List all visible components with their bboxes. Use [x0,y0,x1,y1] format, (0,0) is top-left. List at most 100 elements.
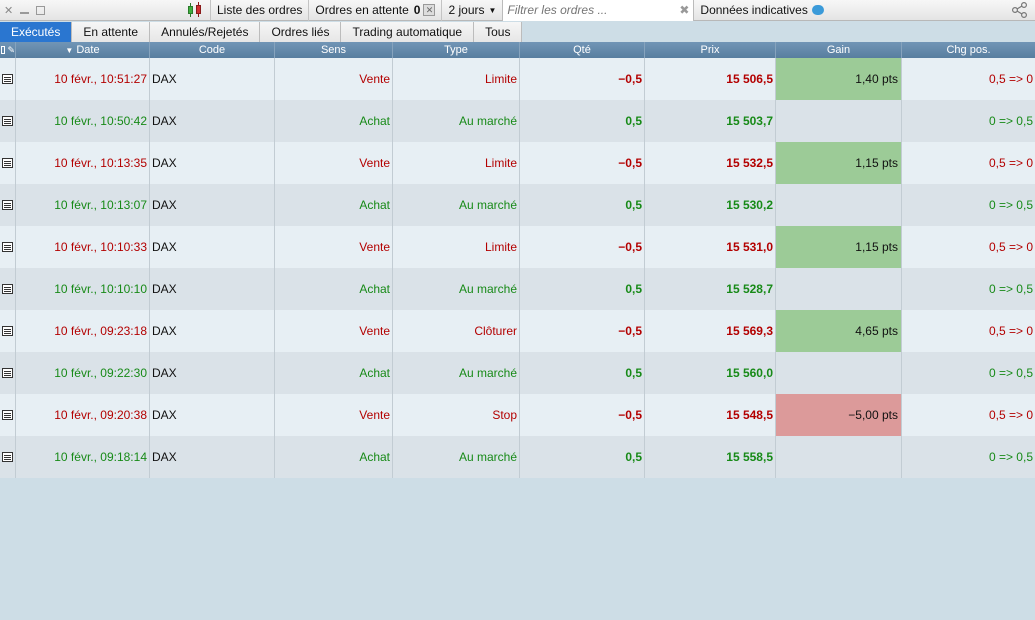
cell-qty: 0,5 [520,268,645,310]
row-details-icon-cell[interactable] [0,226,16,268]
cell-code: DAX [150,394,275,436]
chevron-down-icon: ▼ [488,5,497,15]
cell-gain: 1,15 pts [776,226,902,268]
table-row[interactable]: 10 févr., 10:51:27 DAX Vente Limite −0,5 15 5… [0,58,1035,100]
row-details-icon-cell[interactable] [0,268,16,310]
cell-date: 10 févr., 09:23:18 [16,310,150,352]
filter-input[interactable] [507,3,676,17]
cell-gain [776,100,902,142]
table-row[interactable]: 10 févr., 10:10:10 DAX Achat Au marché 0,5 15… [0,268,1035,310]
pending-orders-button[interactable]: Ordres en attente 0 ✕ [309,0,441,21]
clear-filter-icon[interactable]: ✖ [679,3,690,17]
close-icon[interactable]: ✕ [4,4,14,17]
order-details-icon[interactable] [2,116,13,126]
cell-type: Au marché [393,100,520,142]
cancel-all-icon[interactable]: ✕ [423,4,436,16]
orders-list-button[interactable]: Liste des ordres [211,0,308,21]
tab-all[interactable]: Tous [474,22,523,42]
window-controls: ✕ [0,0,210,21]
cell-gain [776,268,902,310]
column-header-price[interactable]: Prix [645,42,776,58]
cell-date: 10 févr., 09:22:30 [16,352,150,394]
row-details-icon-cell[interactable] [0,310,16,352]
window-toolbar: ✕ Liste des ordres Ordres en attente 0 ✕… [0,0,1035,21]
order-details-icon[interactable] [2,200,13,210]
cell-type: Au marché [393,184,520,226]
order-details-icon[interactable] [2,326,13,336]
cell-price: 15 528,7 [645,268,776,310]
column-header-type[interactable]: Type [393,42,520,58]
cell-position: 0,5 => 0 [988,240,1033,254]
cell-code: DAX [150,184,275,226]
order-details-icon[interactable] [2,410,13,420]
order-details-icon[interactable] [2,158,13,168]
cell-date: 10 févr., 10:50:42 [16,100,150,142]
cell-sens: Achat [275,100,393,142]
order-details-icon[interactable] [2,242,13,252]
orders-table-body: 10 févr., 10:51:27 DAX Vente Limite −0,5 15 5… [0,58,1035,478]
row-details-icon-cell[interactable] [0,394,16,436]
row-details-icon-cell[interactable] [0,58,16,100]
cell-gain [776,184,902,226]
table-row[interactable]: 10 févr., 10:50:42 DAX Achat Au marché 0,5 15… [0,100,1035,142]
column-header-date[interactable]: ▼ Date [16,42,150,58]
tab-pending[interactable]: En attente [72,22,151,42]
table-header: ✎ ▼ Date Code Sens Type Qté Prix Gain Ch… [0,42,1035,58]
row-details-icon-cell[interactable] [0,142,16,184]
row-details-icon-cell[interactable] [0,184,16,226]
cell-qty: −0,5 [520,142,645,184]
order-details-icon[interactable] [2,284,13,294]
table-row[interactable]: 10 févr., 09:18:14 DAX Achat Au marché 0,5 15… [0,436,1035,478]
tab-automatic-trading[interactable]: Trading automatique [341,22,475,42]
cell-type: Au marché [393,268,520,310]
tab-linked-orders[interactable]: Ordres liés [260,22,342,42]
cell-price: 15 506,5 [645,58,776,100]
table-row[interactable]: 10 févr., 09:22:30 DAX Achat Au marché 0,5 15… [0,352,1035,394]
pending-orders-count: 0 [413,3,421,17]
cell-qty: −0,5 [520,394,645,436]
cell-qty: −0,5 [520,58,645,100]
cell-code: DAX [150,310,275,352]
cell-sens: Achat [275,436,393,478]
table-row[interactable]: 10 févr., 10:13:35 DAX Vente Limite −0,5 15 5… [0,142,1035,184]
column-header-sens[interactable]: Sens [275,42,393,58]
maximize-icon[interactable] [36,5,46,15]
row-details-icon-cell[interactable] [0,100,16,142]
sort-desc-icon: ▼ [65,45,74,55]
order-details-icon[interactable] [2,452,13,462]
tab-executed[interactable]: Exécutés [0,22,73,42]
column-header-qty[interactable]: Qté [520,42,645,58]
candlestick-icon[interactable] [188,2,206,18]
table-row[interactable]: 10 févr., 09:23:18 DAX Vente Clôturer −0,5 15… [0,310,1035,352]
column-header-gain[interactable]: Gain [776,42,902,58]
table-row[interactable]: 10 févr., 10:13:07 DAX Achat Au marché 0,5 15… [0,184,1035,226]
cell-price: 15 531,0 [645,226,776,268]
cell-position: 0,5 => 0 [988,72,1033,86]
cell-sens: Achat [275,268,393,310]
cell-price: 15 569,3 [645,310,776,352]
cell-type: Limite [393,58,520,100]
minimize-icon[interactable] [20,12,30,14]
orders-list-label: Liste des ordres [217,3,303,17]
cell-sens: Vente [275,394,393,436]
table-row[interactable]: 10 févr., 09:20:38 DAX Vente Stop −0,5 15 548… [0,394,1035,436]
indicative-data-info[interactable]: Données indicatives [694,0,829,21]
row-details-icon-cell[interactable] [0,352,16,394]
table-row[interactable]: 10 févr., 10:10:33 DAX Vente Limite −0,5 15 5… [0,226,1035,268]
cell-sens: Vente [275,310,393,352]
order-details-icon[interactable] [2,368,13,378]
column-header-position[interactable]: Chg pos. [946,44,991,56]
row-details-icon-cell[interactable] [0,436,16,478]
cell-sens: Achat [275,184,393,226]
indicative-data-label: Données indicatives [700,3,808,17]
column-settings[interactable]: ✎ [0,42,16,58]
order-details-icon[interactable] [2,74,13,84]
cell-price: 15 530,2 [645,184,776,226]
share-icon[interactable] [1011,2,1029,18]
column-header-code[interactable]: Code [150,42,275,58]
cell-type: Stop [393,394,520,436]
tab-cancelled-rejected[interactable]: Annulés/Rejetés [150,22,261,42]
cell-code: DAX [150,436,275,478]
cell-date: 10 févr., 10:10:33 [16,226,150,268]
period-dropdown[interactable]: 2 jours ▼ [442,0,502,21]
